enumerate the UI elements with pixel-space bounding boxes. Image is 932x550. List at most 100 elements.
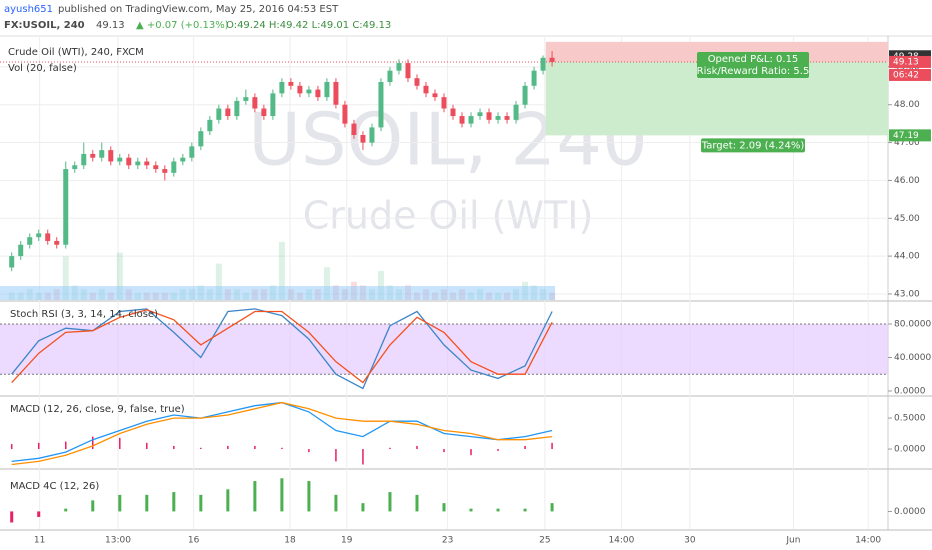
candle-body — [162, 169, 168, 173]
ohlc: O:49.24 H:49.42 L:49.01 C:49.13 — [226, 20, 391, 31]
candle-body — [99, 150, 105, 158]
pnl-label: Opened P&L: 0.15 — [708, 54, 799, 65]
bar — [523, 508, 527, 512]
candle-body — [549, 57, 555, 62]
indicator-line — [11, 308, 553, 390]
price-label-bg — [889, 129, 931, 142]
candle-body — [45, 233, 51, 241]
bar — [64, 508, 68, 512]
candle-body — [342, 104, 348, 124]
candle-body — [279, 82, 285, 94]
candle-body — [522, 85, 528, 105]
candle-body — [270, 93, 276, 117]
candle-body — [297, 85, 303, 94]
y-tick-label: 0.0000 — [894, 386, 926, 396]
x-tick-label: 16 — [188, 536, 200, 546]
price-label: 47.19 — [893, 131, 919, 141]
candle-body — [36, 233, 42, 238]
candle-body — [459, 116, 465, 124]
author: ayush651 — [4, 4, 53, 15]
last-price: 49.13 — [96, 20, 125, 31]
x-tick-label: 19 — [341, 536, 353, 546]
candle-body — [243, 97, 249, 101]
candle-body — [261, 108, 267, 117]
candle-body — [54, 240, 60, 245]
symbol: FX:USOIL, 240 — [4, 20, 85, 31]
candle-body — [513, 104, 519, 120]
candle-body — [441, 97, 447, 109]
bar — [334, 494, 338, 512]
candle-body — [108, 150, 114, 162]
bar — [280, 478, 284, 512]
candle-body — [117, 157, 123, 162]
band — [0, 324, 888, 375]
price-label-bg — [889, 55, 931, 68]
bar — [118, 494, 122, 512]
candle-body — [351, 123, 357, 135]
candle-body — [306, 89, 312, 94]
y-tick-label: 40.0000 — [894, 353, 931, 363]
volume-bar — [278, 241, 285, 300]
x-tick-label: 23 — [442, 536, 453, 546]
x-tick-label: 14:00 — [608, 536, 634, 546]
x-tick-label: 25 — [539, 536, 550, 546]
bar — [307, 481, 311, 512]
candle-body — [234, 100, 240, 117]
y-tick-label: 0.5000 — [894, 414, 926, 424]
pane-title: MACD 4C (12, 26) — [10, 481, 99, 492]
pane-subtitle: Vol (20, false) — [8, 63, 77, 74]
countdown: 06:42 — [893, 70, 919, 80]
published: published on TradingView.com, May 25, 20… — [58, 4, 339, 15]
y-tick-label: 44.00 — [894, 252, 920, 262]
candle-body — [180, 157, 186, 162]
candle-body — [126, 157, 132, 166]
rr-label: Risk/Reward Ratio: 5.5 — [697, 66, 810, 77]
y-tick-label: 80.0000 — [894, 320, 931, 330]
bar — [253, 481, 257, 512]
candle-body — [27, 237, 33, 245]
pane-title: MACD (12, 26, close, 9, false, true) — [10, 404, 185, 415]
candle-body — [477, 112, 483, 117]
candle-body — [387, 70, 393, 83]
x-tick-label: Jun — [785, 536, 800, 546]
pane-title: Crude Oil (WTI), 240, FXCM — [8, 47, 144, 58]
candle-body — [252, 97, 258, 109]
candle-body — [405, 63, 411, 79]
volume-bar — [377, 270, 384, 300]
bar — [91, 500, 95, 512]
bar — [10, 511, 14, 523]
x-tick-label: 30 — [684, 536, 696, 546]
pnl-box — [697, 51, 809, 78]
candle-body — [423, 85, 429, 94]
x-tick-label: 14:00 — [855, 536, 881, 546]
candle-body — [540, 57, 546, 71]
bar — [469, 508, 473, 512]
candle-body — [486, 112, 492, 120]
candle-body — [414, 78, 420, 86]
volume-bar — [116, 252, 123, 300]
candle-body — [171, 161, 177, 173]
bar — [37, 511, 41, 517]
candle-body — [324, 82, 330, 98]
candle-body — [153, 165, 159, 170]
candle-body — [378, 82, 384, 128]
bar — [496, 508, 500, 512]
candle-body — [18, 244, 24, 257]
candle-body — [288, 82, 294, 86]
y-tick-label: 47.00 — [894, 138, 920, 148]
candle-body — [9, 256, 15, 268]
watermark: Crude Oil (WTI) — [303, 194, 594, 238]
y-tick-label: 48.00 — [894, 100, 920, 110]
bar — [415, 494, 419, 512]
candle-body — [495, 116, 501, 120]
candle-body — [207, 119, 213, 132]
candle-body — [90, 153, 96, 158]
candle-body — [504, 116, 510, 120]
candle-body — [531, 70, 537, 86]
target-box — [701, 138, 805, 153]
bar — [145, 494, 149, 512]
x-tick-label: 18 — [284, 536, 296, 546]
candle-body — [225, 108, 231, 117]
